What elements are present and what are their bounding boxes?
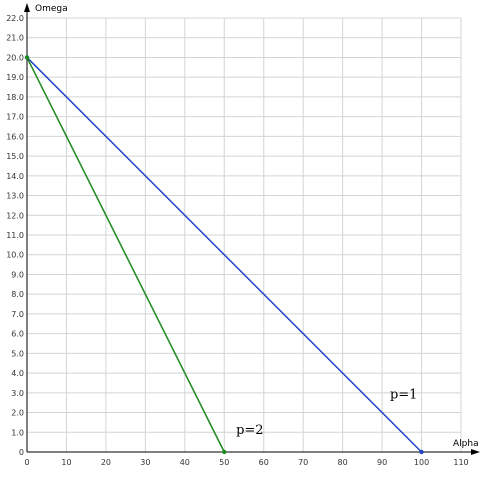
y-tick-label: 7.0 [11, 310, 24, 319]
data-point [419, 449, 424, 455]
series-line [26, 56, 423, 453]
y-tick-label: 10.0 [6, 251, 24, 260]
x-tick-label: 80 [338, 458, 348, 467]
series-label: p=1 [390, 388, 418, 403]
x-tick-label: 70 [298, 458, 308, 467]
x-tick-label: 100 [414, 458, 429, 467]
axes: Omega Alpha [24, 3, 480, 455]
data-point [222, 449, 227, 455]
y-tick-label: 3.0 [11, 389, 24, 398]
y-tick-label: 5.0 [11, 349, 24, 358]
y-tick-label: 17.0 [6, 113, 24, 122]
y-tick-label: 2.0 [11, 409, 24, 418]
y-tick-label: 20.0 [6, 53, 24, 62]
x-tick-label: 0 [24, 458, 29, 467]
y-tick-label: 1.0 [11, 428, 24, 437]
y-tick-label: 18.0 [6, 93, 24, 102]
x-tick-label: 60 [259, 458, 269, 467]
y-tick-label: 14.0 [6, 172, 24, 181]
y-tick-label: 4.0 [11, 369, 24, 378]
x-tick-label: 90 [377, 458, 387, 467]
y-tick-label: 12.0 [6, 211, 24, 220]
y-tick-label: 16.0 [6, 132, 24, 141]
x-tick-label: 10 [61, 458, 71, 467]
y-tick-label: 6.0 [11, 330, 24, 339]
grid [27, 17, 462, 452]
x-axis-arrow-icon [471, 449, 480, 455]
y-tick-label: 19.0 [6, 73, 24, 82]
x-axis-title: Alpha [453, 439, 479, 449]
x-tick-label: 50 [219, 458, 229, 467]
y-tick-label: 0 [19, 448, 24, 457]
y-axis-title: Omega [35, 4, 68, 14]
x-tick-label: 110 [453, 458, 468, 467]
x-tick-label: 40 [180, 458, 190, 467]
y-tick-label: 13.0 [6, 192, 24, 201]
data-point [24, 55, 30, 60]
series: p=1 p=2 [24, 55, 424, 455]
y-tick-label: 21.0 [6, 34, 24, 43]
y-tick-label: 9.0 [11, 270, 24, 279]
x-tick-label: 30 [140, 458, 150, 467]
y-axis-arrow-icon [24, 3, 30, 12]
series-label: p=2 [236, 423, 263, 438]
y-tick-label: 8.0 [11, 290, 24, 299]
x-tick-labels: 0 10 20 30 40 50 60 70 80 90 100 110 [24, 458, 468, 467]
y-tick-label: 15.0 [6, 152, 24, 161]
y-tick-label: 11.0 [6, 231, 24, 240]
y-tick-label: 22.0 [6, 14, 24, 23]
x-tick-label: 20 [101, 458, 111, 467]
series-line [26, 57, 225, 453]
y-tick-labels: 0 1.0 2.0 3.0 4.0 5.0 6.0 7.0 8.0 9.0 10.0 11.0 12.0… [6, 14, 24, 457]
